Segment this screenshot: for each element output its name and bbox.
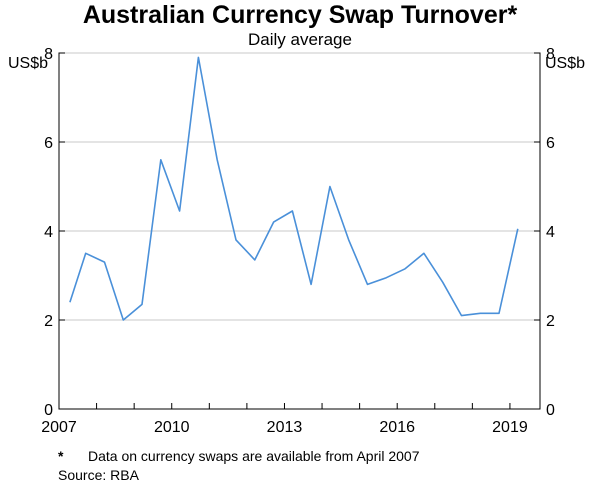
y-tick-label-left: 8 (44, 46, 53, 63)
y-tick-label-right: 2 (546, 313, 555, 330)
y-tick-label-right: 4 (546, 224, 555, 241)
y-tick-label-right: 8 (546, 46, 555, 63)
series-layer (69, 56, 519, 321)
y-tick-label-left: 0 (44, 402, 53, 419)
y-tick-label-left: 4 (44, 224, 53, 241)
y-axis-right: 0 2 4 6 8 (534, 46, 555, 419)
y-tick-label-right: 6 (546, 135, 555, 152)
y-tick-label-left: 2 (44, 313, 53, 330)
x-axis: 2007 2010 2013 2016 2019 (41, 403, 528, 436)
chart-subtitle: Daily average (248, 30, 352, 49)
x-tick-label-2019: 2019 (492, 419, 528, 436)
y-tick-label-left: 6 (44, 135, 53, 152)
series-line-0 (69, 56, 519, 321)
x-tick-label-2007: 2007 (41, 419, 77, 436)
y-unit-right: US$b (545, 55, 585, 72)
source-note: Source: RBA (58, 467, 139, 483)
x-tick-label-2010: 2010 (154, 419, 190, 436)
chart-title: Australian Currency Swap Turnover* (82, 1, 518, 29)
y-tick-label-right: 0 (546, 402, 555, 419)
footnote-marker: * (58, 448, 64, 464)
grid-lines (59, 52, 540, 321)
x-tick-label-2016: 2016 (379, 419, 415, 436)
footnote-text: Data on currency swaps are available fro… (88, 448, 420, 464)
y-axis-left: 0 2 4 6 8 (44, 46, 65, 419)
x-tick-label-2013: 2013 (267, 419, 303, 436)
y-unit-left: US$b (8, 55, 48, 72)
